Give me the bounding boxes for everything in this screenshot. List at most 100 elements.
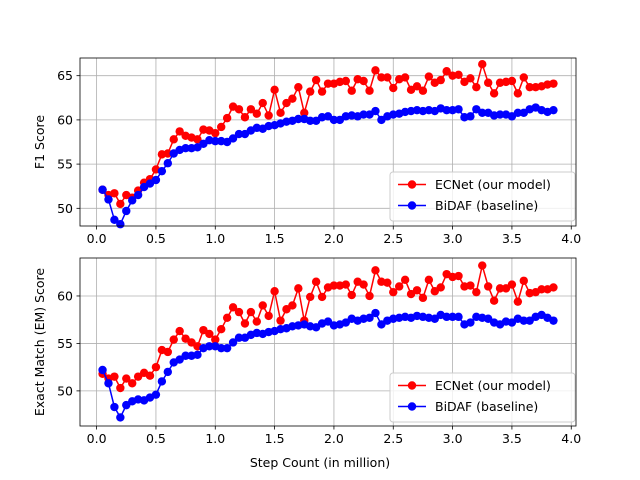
em-ecnet-point-37: [317, 292, 327, 302]
em-ecnet-point-51: [400, 275, 410, 285]
em-ecnet-point-12: [169, 335, 178, 344]
f1-ecnet-point-49: [389, 83, 398, 93]
f1-ecnet-point-57: [436, 75, 445, 85]
em-ecnet-point-46: [371, 266, 380, 275]
em-ecnet-point-50: [395, 282, 404, 291]
em-bidaf-point-45: [365, 313, 374, 322]
em-ecnet-point-2: [110, 372, 119, 381]
em-ecnet-point-64: [478, 261, 487, 270]
f1-ecnet-point-16: [193, 135, 202, 144]
em-ticks: 0.0 0.5 1.0 1.5 2.0 2.5 3.0 3.5 4.0 50 55 60: [57, 288, 581, 446]
em-ecnet-point-28: [264, 311, 273, 321]
em-bidaf-point-22: [228, 338, 238, 347]
em-ecnet-point-3: [116, 383, 125, 393]
em-x-tick-label-3: 1.5: [265, 431, 285, 446]
f1-ecnet-point-36: [311, 75, 321, 85]
em-legend-marker-ecnet: [407, 381, 417, 390]
f1-ecnet-point-32: [288, 94, 297, 103]
f1-ecnet-point-27: [258, 98, 267, 108]
f1-ecnet-point-55: [424, 72, 434, 81]
f1-bidaf-point-22: [228, 134, 238, 143]
em-bidaf-point-9: [151, 390, 161, 399]
em-ecnet-point-21: [222, 313, 232, 322]
em-x-tick-label-0: 0.0: [87, 431, 107, 446]
em-ecnet-point-54: [418, 293, 428, 303]
f1-bidaf-point-76: [549, 105, 558, 115]
f1-ecnet-point-53: [412, 82, 422, 91]
em-bidaf-point-59: [448, 312, 457, 322]
em-x-tick-label-8: 4.0: [561, 431, 581, 446]
em-ecnet-point-62: [466, 281, 475, 290]
f1-ecnet-point-26: [252, 109, 261, 118]
em-ecnet-point-22: [228, 303, 238, 312]
em-bidaf-point-20: [217, 343, 226, 353]
em-ecnet-point-63: [472, 287, 481, 297]
f1-bidaf-point-58: [442, 105, 451, 115]
em-ecnet-point-45: [365, 291, 374, 301]
f1-y-tick-label-0: 50: [57, 201, 73, 216]
f1-bidaf-point-3: [116, 220, 125, 229]
f1-ecnet-point-21: [222, 113, 232, 123]
em-ecnet-point-36: [311, 277, 321, 286]
em-ecnet-point-35: [306, 292, 315, 302]
f1-ecnet-point-37: [317, 87, 327, 96]
f1-bidaf-point-1: [104, 195, 113, 204]
f1-ecnet-point-42: [347, 86, 356, 95]
em-subplot: 0.0 0.5 1.0 1.5 2.0 2.5 3.0 3.5 4.0 50 55 60 Exact …: [32, 257, 581, 470]
em-x-tick-label-2: 1.0: [205, 431, 225, 446]
f1-ecnet-point-41: [341, 76, 350, 86]
em-y-axis-label: Exact Match (EM) Score: [32, 268, 47, 417]
f1-ecnet-point-19: [211, 128, 220, 138]
em-bidaf-point-0: [98, 365, 107, 375]
f1-ecnet-point-48: [383, 73, 392, 82]
em-ecnet-point-19: [211, 335, 220, 344]
f1-bidaf-point-4: [122, 206, 131, 216]
em-legend: ECNet (our model) BiDAF (baseline): [389, 372, 576, 423]
em-series: [98, 261, 558, 422]
f1-x-tick-label-6: 3.0: [443, 231, 463, 246]
em-ecnet-point-55: [424, 275, 434, 285]
em-ecnet-point-44: [359, 280, 368, 289]
f1-bidaf-point-2: [110, 215, 119, 225]
f1-bidaf-point-9: [151, 175, 161, 185]
f1-bidaf-point-5: [128, 196, 137, 205]
f1-ecnet-point-66: [489, 89, 499, 98]
f1-bidaf-point-70: [513, 108, 523, 118]
f1-bidaf-point-0: [98, 185, 107, 194]
f1-ecnet-point-2: [110, 189, 119, 198]
em-ecnet-point-5: [128, 379, 137, 388]
em-ecnet-point-24: [240, 319, 250, 328]
f1-ecnet-point-63: [472, 82, 481, 92]
em-x-tick-label-6: 3.0: [443, 431, 463, 446]
f1-ecnet-point-28: [264, 111, 273, 120]
em-bidaf-point-60: [454, 312, 463, 322]
em-x-tick-label-7: 3.5: [502, 431, 522, 446]
em-bidaf-point-16: [193, 350, 202, 360]
em-bidaf-point-76: [549, 316, 558, 325]
em-ecnet-point-9: [151, 362, 161, 372]
f1-bidaf-point-14: [181, 143, 190, 153]
em-ecnet-point-26: [252, 317, 261, 326]
f1-ticks: 0.0 0.5 1.0 1.5 2.0 2.5 3.0 3.5 4.0 50 55 60 65: [57, 68, 581, 246]
em-ecnet-point-71: [519, 276, 528, 285]
em-bidaf-point-62: [466, 318, 475, 327]
f1-legend-marker-bidaf: [407, 201, 417, 210]
em-ecnet-point-18: [205, 329, 214, 339]
f1-legend: ECNet (our model) BiDAF (baseline): [389, 171, 576, 222]
f1-x-tick-label-4: 2.0: [324, 231, 344, 246]
em-bidaf-point-46: [371, 308, 380, 318]
em-ecnet-point-60: [454, 271, 463, 281]
em-ecnet-point-29: [270, 287, 279, 296]
em-ecnet-point-67: [495, 284, 505, 293]
f1-ecnet-point-58: [442, 67, 451, 76]
f1-subplot: 0.0 0.5 1.0 1.5 2.0 2.5 3.0 3.5 4.0 50 55 60 65 F1 S…: [32, 57, 581, 246]
em-ecnet-point-30: [276, 316, 285, 325]
f1-legend-box: [389, 171, 576, 222]
f1-ecnet-point-35: [306, 87, 315, 96]
em-y-tick-label-2: 60: [57, 288, 73, 303]
f1-bidaf-point-44: [359, 110, 368, 119]
f1-y-axis-label: F1 Score: [32, 115, 47, 169]
f1-legend-marker-ecnet: [407, 180, 417, 189]
f1-ecnet-point-23: [234, 105, 244, 114]
